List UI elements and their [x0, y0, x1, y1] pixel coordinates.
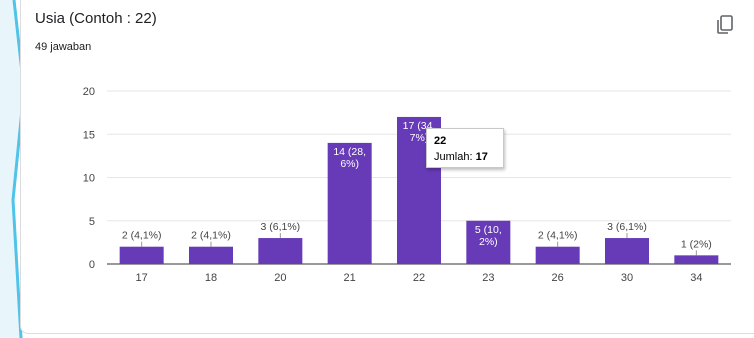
data-label: 2 (4,1%)	[538, 230, 578, 242]
y-tick-label: 5	[89, 216, 95, 228]
x-tick-label: 18	[205, 272, 217, 284]
data-label: 3 (6,1%)	[260, 221, 300, 233]
bar	[327, 142, 372, 264]
question-card: 0 5 10 15 20 17 2 (4,1%) 18 2 (4,1%) 20 3 (6,1%) 21…	[20, 0, 754, 334]
chart-tooltip: 22 Jumlah: 17	[426, 128, 504, 168]
bar	[605, 238, 649, 264]
tooltip-title: 22	[434, 135, 447, 147]
data-label: 5 (10,	[475, 224, 502, 236]
question-title: Usia (Contoh : 22)	[35, 10, 157, 27]
bar	[119, 246, 164, 264]
data-label: 6%)	[340, 158, 359, 170]
data-label: 2 (4,1%)	[122, 230, 162, 242]
data-label: 2 (4,1%)	[191, 230, 231, 242]
copy-chart-button[interactable]	[713, 12, 737, 36]
tooltip-label: Jumlah:	[434, 151, 476, 163]
x-tick-label: 21	[344, 272, 356, 284]
y-tick-label: 20	[83, 86, 95, 98]
x-tick-label: 22	[413, 272, 425, 284]
x-tick-label: 30	[621, 272, 633, 284]
bar	[189, 246, 233, 264]
y-tick-label: 10	[83, 173, 95, 185]
bar	[674, 255, 719, 264]
y-tick-label: 0	[89, 259, 95, 271]
data-label: 14 (28,	[333, 146, 366, 158]
copy-icon	[717, 15, 733, 34]
tooltip-value: 17	[475, 151, 488, 163]
data-label: 3 (6,1%)	[607, 221, 647, 233]
bar	[258, 238, 303, 264]
data-label: 7%)	[410, 132, 429, 144]
x-tick-label: 23	[482, 272, 494, 284]
x-tick-label: 17	[136, 272, 148, 284]
x-tick-label: 34	[690, 272, 702, 284]
data-label: 2%)	[479, 236, 498, 248]
tooltip-body: Jumlah: 17	[434, 149, 503, 165]
y-tick-label: 15	[83, 129, 95, 141]
bar	[466, 220, 511, 264]
data-label: 1 (2%)	[681, 238, 712, 250]
x-tick-label: 26	[552, 272, 564, 284]
left-decoration	[0, 0, 24, 338]
x-tick-label: 20	[274, 272, 286, 284]
bar	[535, 246, 580, 264]
response-count: 49 jawaban	[35, 41, 92, 53]
bar-chart: 0 5 10 15 20 17 2 (4,1%) 18 2 (4,1%) 20 3 (6,1%) 21…	[83, 86, 731, 284]
